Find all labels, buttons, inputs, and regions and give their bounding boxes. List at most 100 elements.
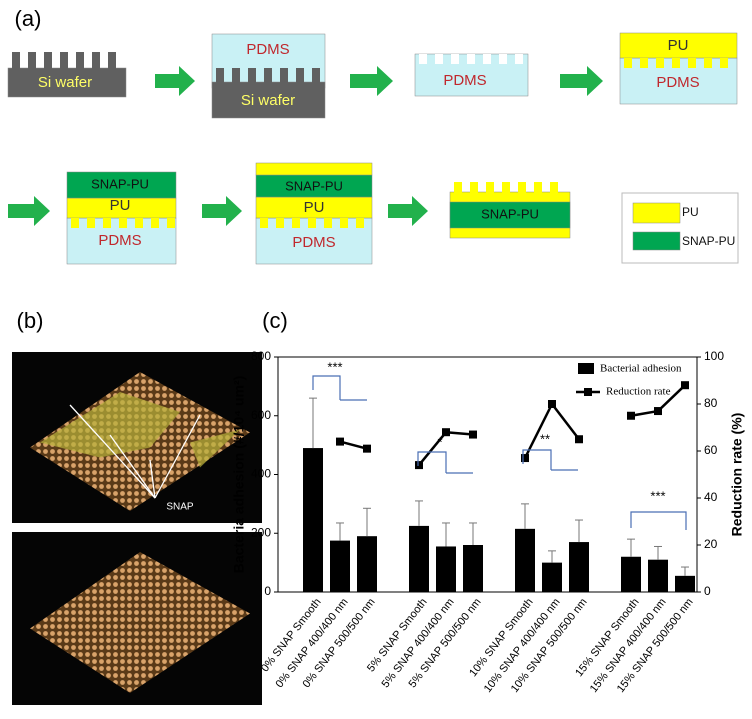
layer bbox=[255, 162, 373, 176]
rate-marker bbox=[627, 411, 635, 420]
layer bbox=[7, 67, 127, 98]
tooth bbox=[280, 68, 288, 83]
significance-bracket bbox=[312, 375, 367, 401]
tooth bbox=[135, 218, 143, 228]
bar bbox=[648, 559, 668, 592]
rate-line bbox=[657, 384, 686, 412]
label: PU bbox=[110, 197, 131, 214]
arrow bbox=[350, 66, 393, 96]
rate-line bbox=[445, 430, 474, 436]
tooth bbox=[515, 54, 523, 64]
tooth bbox=[419, 54, 427, 64]
tooth bbox=[470, 182, 478, 193]
bar bbox=[330, 540, 350, 592]
rate-marker bbox=[415, 461, 423, 470]
label: PDMS bbox=[292, 234, 335, 251]
rate-line bbox=[630, 409, 659, 417]
tooth bbox=[624, 58, 632, 68]
tooth bbox=[108, 52, 116, 69]
tooth bbox=[76, 52, 84, 69]
afm-images: (b) SNAP bbox=[12, 308, 262, 705]
label: SNAP-PU bbox=[91, 176, 149, 191]
label: (c) bbox=[262, 308, 288, 333]
y2-tick-label: 80 bbox=[704, 396, 718, 410]
y2-tick-label: 0 bbox=[704, 584, 711, 598]
rate-line bbox=[523, 403, 554, 459]
tooth bbox=[92, 52, 100, 69]
significance-bracket bbox=[630, 511, 687, 530]
arrow bbox=[388, 196, 428, 226]
bar bbox=[436, 546, 456, 592]
tooth bbox=[71, 218, 79, 228]
tooth bbox=[296, 68, 304, 83]
bar bbox=[569, 542, 589, 592]
rate-line bbox=[551, 403, 580, 441]
tooth bbox=[435, 54, 443, 64]
label: SNAP-PU bbox=[285, 178, 343, 193]
legend-swatch bbox=[632, 231, 681, 251]
rate-marker bbox=[575, 435, 583, 444]
tooth bbox=[60, 52, 68, 69]
rate-marker bbox=[363, 444, 371, 453]
tooth bbox=[264, 68, 272, 83]
tooth bbox=[248, 68, 256, 83]
tooth bbox=[216, 68, 224, 83]
tooth bbox=[151, 218, 159, 228]
tooth bbox=[640, 58, 648, 68]
bar bbox=[357, 536, 377, 592]
tooth bbox=[502, 182, 510, 193]
chart: (c) 0 200 400 600 800 0 20 40 60 80 100 Bacteria adh… bbox=[231, 308, 745, 695]
legend-label: Bacterial adhesion bbox=[600, 363, 682, 375]
y-tick-label: 800 bbox=[251, 349, 271, 363]
y-axis-label: Bacteria adhesion (#/10⁴ um²) bbox=[231, 376, 247, 574]
y-tick-label: 400 bbox=[251, 467, 271, 481]
tooth bbox=[720, 58, 728, 68]
label: SNAP-PU bbox=[481, 206, 539, 221]
label: PDMS bbox=[656, 74, 699, 91]
rate-marker bbox=[548, 400, 556, 408]
arrow bbox=[155, 66, 195, 96]
label: Si wafer bbox=[241, 92, 295, 109]
significance-bracket bbox=[522, 449, 578, 471]
tooth bbox=[451, 54, 459, 64]
pointer bbox=[69, 404, 156, 499]
tooth bbox=[292, 218, 300, 228]
label: PDMS bbox=[246, 41, 289, 58]
significance-label: * bbox=[437, 434, 442, 449]
bar bbox=[675, 575, 695, 592]
tooth bbox=[499, 54, 507, 64]
label: (a) bbox=[15, 6, 42, 31]
significance-bracket bbox=[417, 451, 473, 474]
tooth bbox=[312, 68, 320, 83]
snap-region bbox=[40, 392, 180, 458]
tooth bbox=[486, 182, 494, 193]
tooth bbox=[87, 218, 95, 228]
tooth bbox=[12, 52, 20, 69]
tooth bbox=[534, 182, 542, 193]
layer bbox=[66, 171, 177, 199]
rate-marker bbox=[336, 437, 344, 446]
pointer bbox=[109, 434, 156, 499]
tooth bbox=[308, 218, 316, 228]
afm-surface bbox=[30, 552, 250, 693]
tooth bbox=[656, 58, 664, 68]
tooth bbox=[704, 58, 712, 68]
snap-region bbox=[190, 429, 240, 468]
legend-label: Reduction rate bbox=[606, 386, 671, 398]
rate-line bbox=[339, 440, 368, 450]
label: (b) bbox=[17, 308, 44, 333]
tooth bbox=[44, 52, 52, 69]
y2-tick-label: 60 bbox=[704, 443, 718, 457]
rate-marker bbox=[681, 381, 689, 390]
y2-tick-label: 100 bbox=[704, 349, 724, 363]
tooth bbox=[356, 218, 364, 228]
tooth bbox=[467, 54, 475, 64]
bar bbox=[463, 545, 483, 592]
y-tick-label: 200 bbox=[251, 525, 271, 539]
y2-tick-label: 40 bbox=[704, 490, 718, 504]
tooth bbox=[167, 218, 175, 228]
label: PDMS bbox=[443, 72, 486, 89]
y2-axis-label: Reduction rate (%) bbox=[729, 413, 745, 537]
tooth bbox=[454, 182, 462, 193]
